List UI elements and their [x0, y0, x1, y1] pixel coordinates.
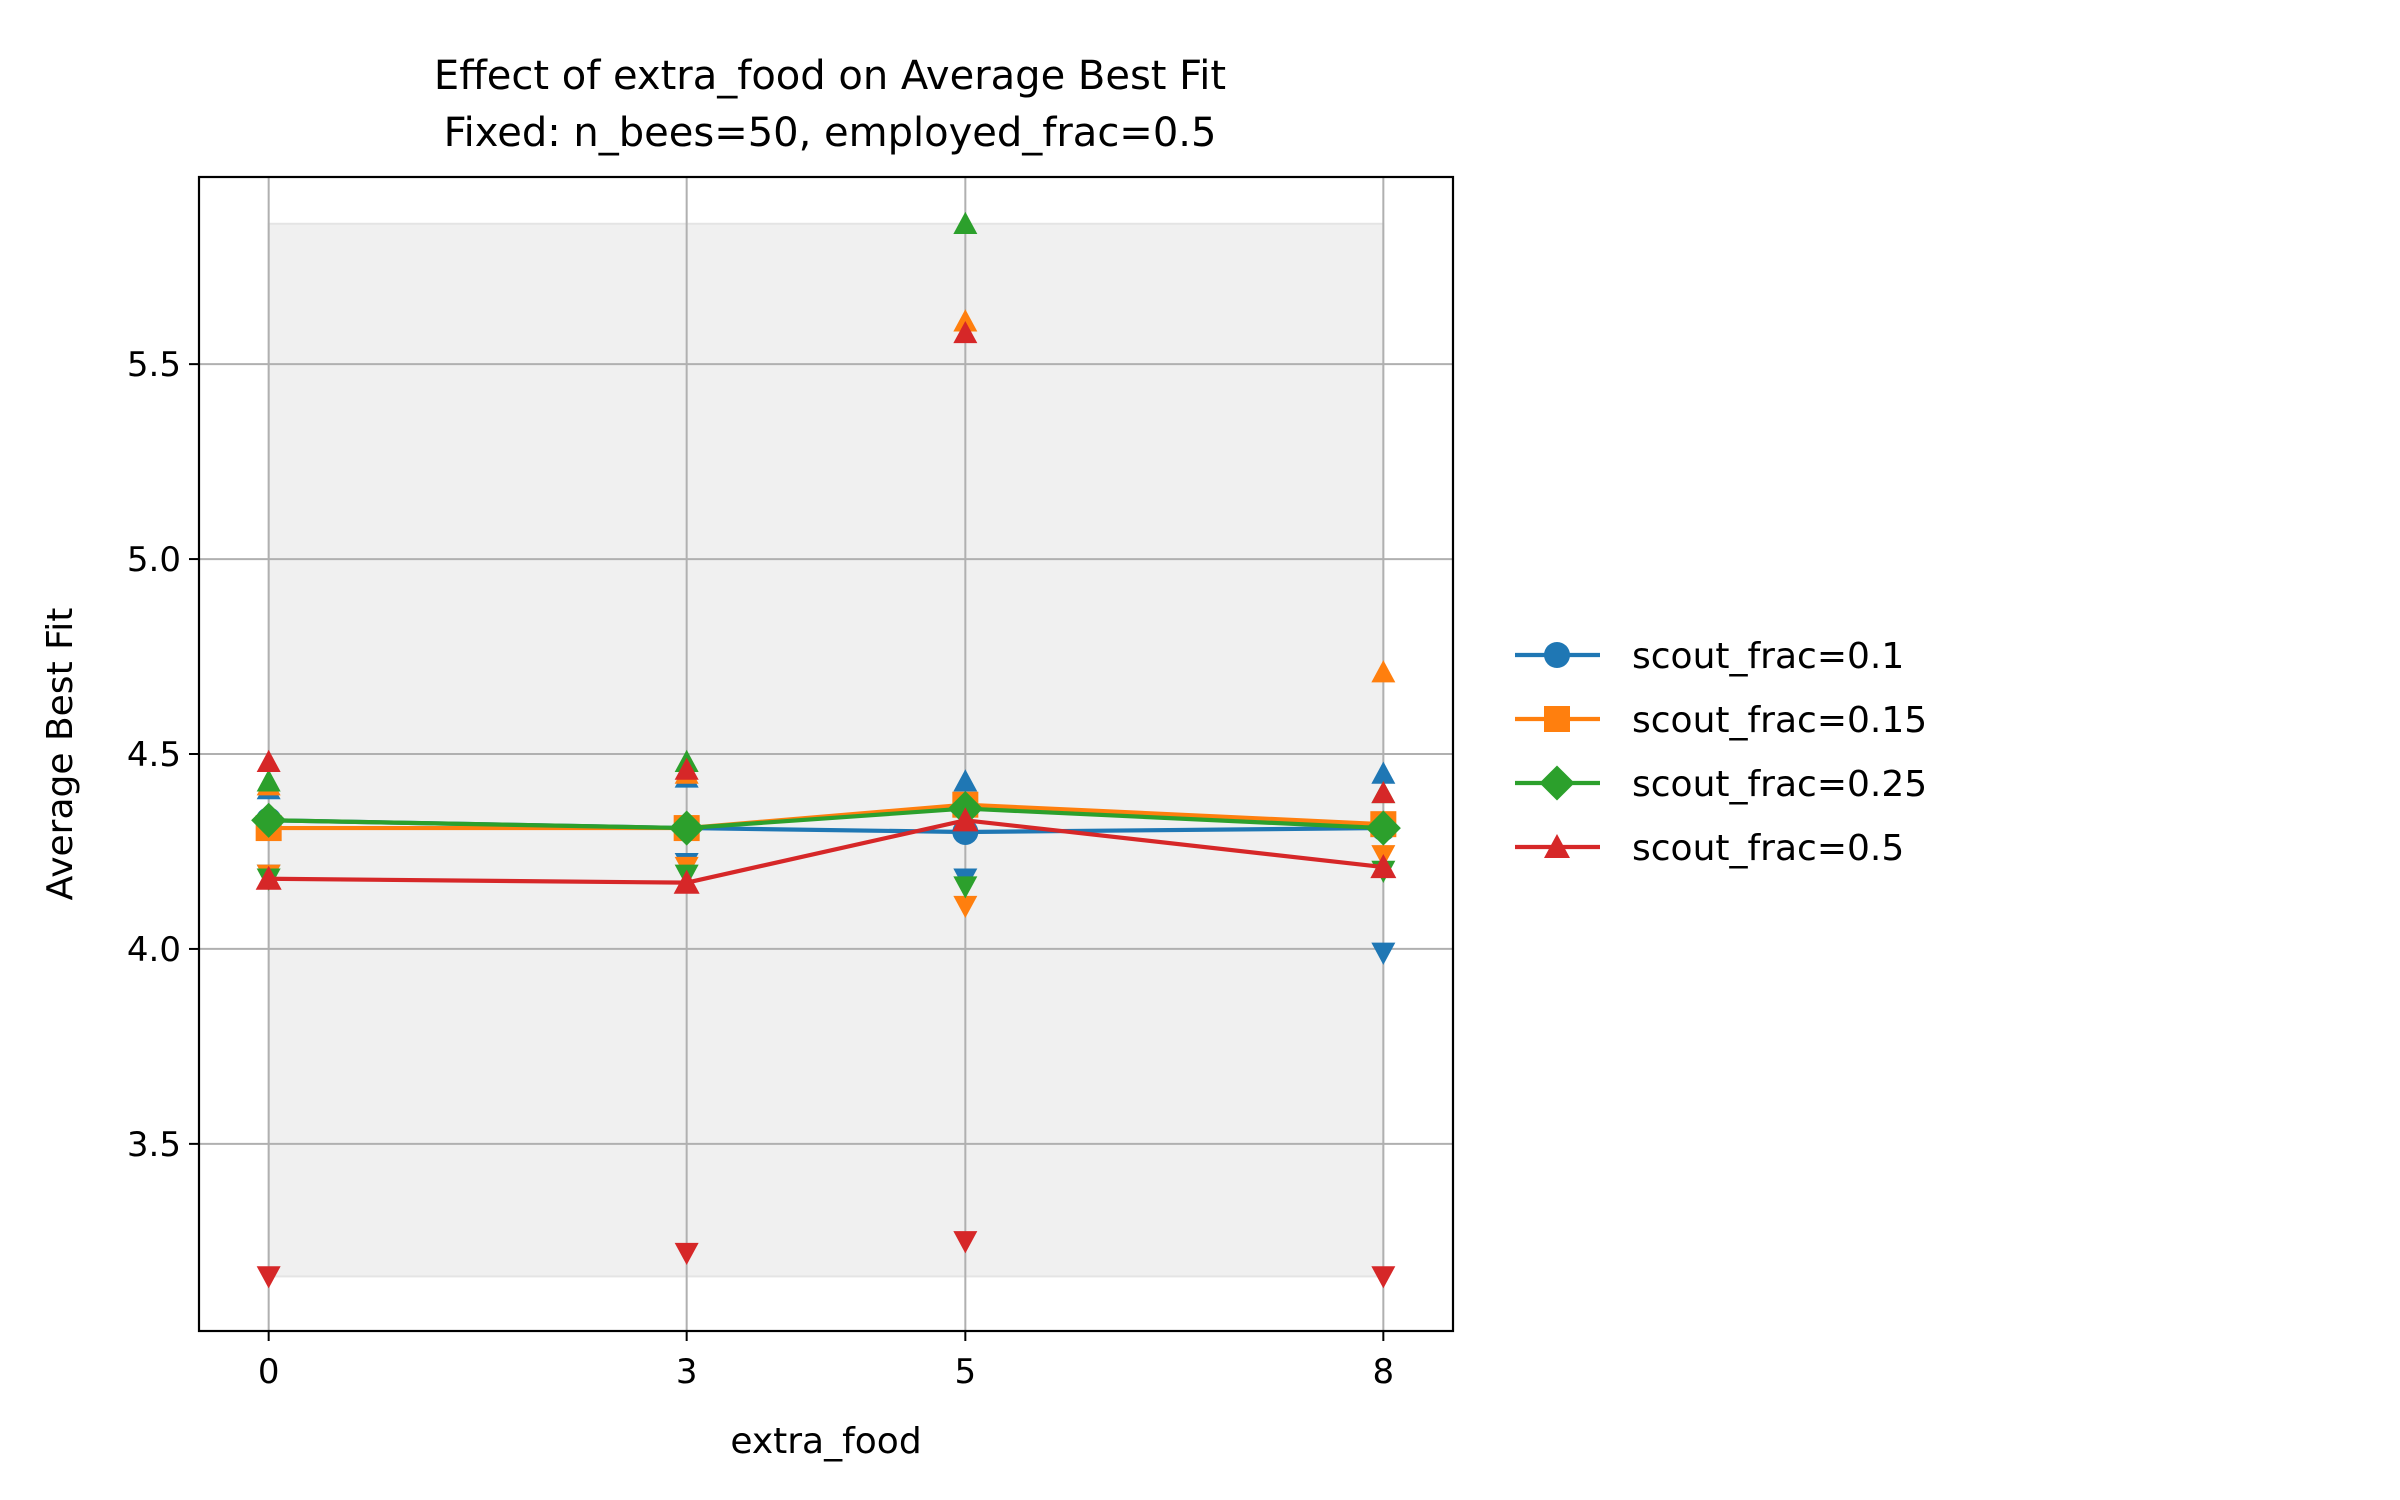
max-marker — [256, 749, 281, 772]
min-marker — [1371, 1266, 1396, 1289]
legend-item: scout_frac=0.1 — [1515, 636, 1904, 677]
x-tick-label: 0 — [258, 1352, 280, 1392]
min-marker — [674, 1242, 699, 1266]
mean-marker — [673, 869, 700, 894]
max-marker — [953, 211, 978, 234]
legend-label: scout_frac=0.5 — [1632, 828, 1904, 869]
min-marker — [953, 1231, 978, 1254]
legend-item: scout_frac=0.5 — [1515, 828, 1904, 869]
legend-item: scout_frac=0.15 — [1515, 700, 1927, 741]
mean-marker — [251, 802, 287, 838]
legend-marker — [1544, 642, 1570, 668]
y-tick-label: 4.5 — [127, 735, 181, 775]
x-tick-label: 5 — [955, 1352, 977, 1392]
mean-marker — [952, 807, 979, 832]
x-axis-label: extra_food — [730, 1421, 921, 1462]
series-scout_frac=0.5 — [255, 320, 1397, 1289]
legend-marker — [1539, 765, 1575, 801]
y-tick-label: 5.5 — [127, 345, 181, 385]
legend: scout_frac=0.1 scout_frac=0.15 scout_frac=… — [1515, 636, 1927, 869]
max-marker — [953, 320, 978, 344]
legend-label: scout_frac=0.25 — [1632, 764, 1927, 805]
max-marker — [1371, 761, 1396, 784]
y-axis-label: Average Best Fit — [40, 608, 81, 901]
max-marker — [256, 769, 281, 792]
x-tick-label: 3 — [676, 1352, 698, 1392]
legend-label: scout_frac=0.1 — [1632, 636, 1904, 677]
legend-marker — [1544, 706, 1570, 732]
max-marker — [1371, 660, 1396, 683]
legend-label: scout_frac=0.15 — [1632, 700, 1927, 741]
y-tick-label: 5.0 — [127, 540, 181, 580]
mean-line — [268, 806, 1384, 831]
chart-subtitle: Fixed: n_bees=50, employed_frac=0.5 — [444, 110, 1217, 156]
mean-line — [268, 818, 1384, 885]
mean-marker — [1365, 810, 1401, 846]
max-marker — [674, 757, 699, 780]
y-tick-label: 3.5 — [127, 1125, 181, 1165]
y-tick-label: 4.0 — [127, 930, 181, 970]
chart-title: Effect of extra_food on Average Best Fit — [434, 53, 1226, 99]
min-marker — [953, 895, 978, 919]
mean-marker — [1370, 854, 1397, 879]
mean-marker — [669, 810, 705, 846]
shaded-range-band — [267, 222, 1385, 1278]
min-marker — [953, 876, 978, 899]
min-marker — [256, 1266, 281, 1289]
max-marker — [1371, 780, 1396, 804]
x-tick-label: 8 — [1373, 1352, 1395, 1392]
legend-marker — [1544, 834, 1570, 859]
legend-item: scout_frac=0.25 — [1515, 764, 1927, 805]
mean-marker — [255, 865, 282, 890]
max-marker — [953, 769, 978, 792]
min-marker — [1371, 942, 1396, 965]
max-marker — [953, 309, 978, 332]
